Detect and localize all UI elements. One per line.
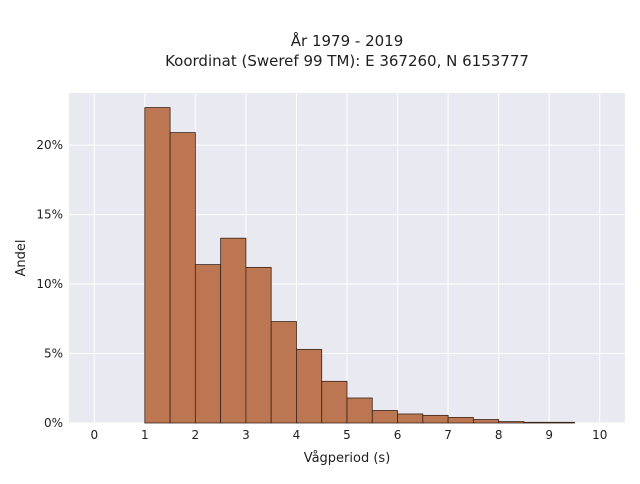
x-tick-label: 6 [394, 428, 402, 442]
histogram-bar [371, 410, 398, 424]
x-tick-label: 3 [242, 428, 250, 442]
chart-subtitle: Koordinat (Sweref 99 TM): E 367260, N 61… [165, 52, 529, 70]
histogram-bar [321, 380, 348, 424]
histogram-bar [245, 266, 272, 424]
y-tick-label: 0% [44, 416, 63, 430]
histogram-bar [548, 421, 575, 424]
y-axis-ticks: 0% 5% 10% 15% 20% [36, 138, 63, 430]
y-axis-label: Andel [14, 240, 29, 277]
x-tick-label: 0 [90, 428, 98, 442]
y-tick-label: 15% [36, 208, 63, 222]
x-axis-ticks: 0 1 2 3 4 5 6 7 8 9 10 [90, 428, 607, 442]
histogram-bar [144, 107, 171, 424]
histogram-bar [472, 419, 500, 424]
histogram-bar [498, 421, 525, 424]
histogram-bar [194, 264, 222, 424]
histogram-bar [270, 321, 297, 424]
x-tick-label: 4 [293, 428, 301, 442]
histogram-bar [422, 414, 449, 424]
histogram-bar [523, 421, 550, 424]
x-tick-label: 10 [592, 428, 607, 442]
y-tick-label: 20% [36, 138, 63, 152]
x-tick-label: 2 [192, 428, 200, 442]
chart-title: År 1979 - 2019 [291, 31, 404, 50]
histogram-bar [346, 397, 373, 424]
histogram-bar [397, 413, 424, 424]
x-tick-label: 1 [141, 428, 149, 442]
histogram-bar [169, 132, 196, 424]
y-tick-label: 10% [36, 277, 63, 291]
y-tick-label: 5% [44, 347, 63, 361]
histogram-bar [296, 348, 323, 424]
x-tick-label: 7 [444, 428, 452, 442]
x-tick-label: 5 [343, 428, 351, 442]
histogram-bar [220, 237, 247, 424]
histogram-bars [144, 107, 575, 424]
x-tick-label: 9 [545, 428, 553, 442]
x-axis-label: Vågperiod (s) [304, 451, 391, 466]
histogram-bar [447, 417, 474, 424]
x-tick-label: 8 [495, 428, 503, 442]
